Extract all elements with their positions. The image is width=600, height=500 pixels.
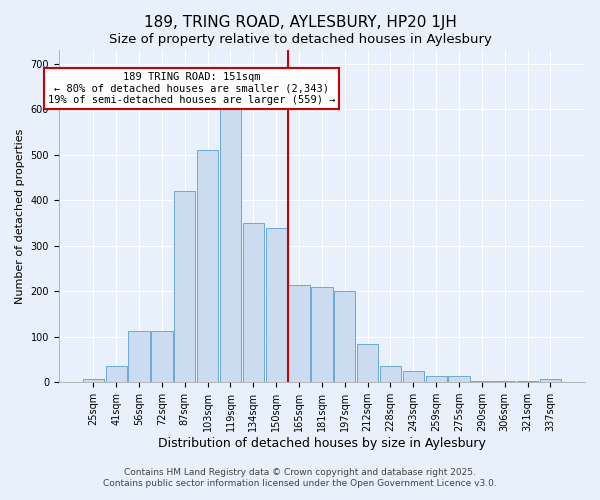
Text: Size of property relative to detached houses in Aylesbury: Size of property relative to detached ho…	[109, 32, 491, 46]
X-axis label: Distribution of detached houses by size in Aylesbury: Distribution of detached houses by size …	[158, 437, 486, 450]
Bar	[448, 376, 470, 382]
Bar	[242, 223, 264, 382]
Text: Contains HM Land Registry data © Crown copyright and database right 2025.
Contai: Contains HM Land Registry data © Crown c…	[103, 468, 497, 487]
Text: 189 TRING ROAD: 151sqm
← 80% of detached houses are smaller (2,343)
19% of semi-: 189 TRING ROAD: 151sqm ← 80% of detached…	[48, 72, 335, 105]
Bar	[311, 286, 332, 382]
Bar	[357, 344, 378, 382]
Bar	[151, 331, 173, 382]
Bar	[83, 379, 104, 382]
Bar	[197, 150, 218, 382]
Bar	[540, 379, 561, 382]
Bar	[174, 191, 196, 382]
Bar	[128, 331, 149, 382]
Y-axis label: Number of detached properties: Number of detached properties	[15, 128, 25, 304]
Bar	[425, 376, 447, 382]
Bar	[380, 366, 401, 382]
Bar	[334, 291, 355, 382]
Bar	[106, 366, 127, 382]
Bar	[403, 371, 424, 382]
Bar	[289, 286, 310, 382]
Bar	[220, 100, 241, 382]
Text: 189, TRING ROAD, AYLESBURY, HP20 1JH: 189, TRING ROAD, AYLESBURY, HP20 1JH	[143, 15, 457, 30]
Bar	[266, 228, 287, 382]
